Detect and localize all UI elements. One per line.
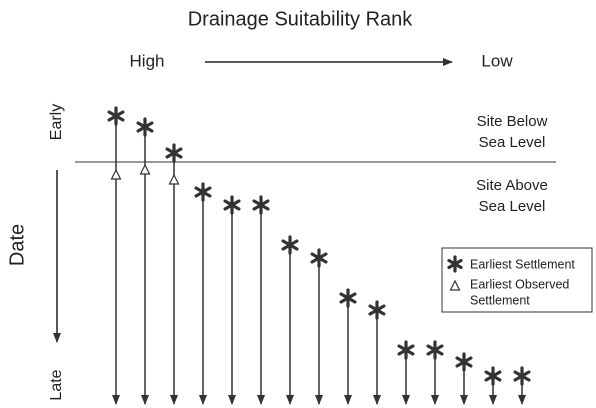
settlement-star bbox=[136, 117, 154, 137]
settlement-star bbox=[107, 106, 125, 126]
settlement-star bbox=[455, 352, 473, 372]
region-label: Sea Level bbox=[479, 134, 546, 151]
region-label: Sea Level bbox=[479, 198, 546, 215]
settlement-star bbox=[281, 235, 299, 255]
star-stroke bbox=[447, 258, 463, 270]
region-label: Site Below bbox=[477, 113, 548, 130]
title: Drainage Suitability Rank bbox=[188, 8, 414, 30]
observed-triangle bbox=[139, 163, 151, 175]
settlement-star bbox=[368, 300, 386, 320]
settlement-star bbox=[513, 366, 531, 386]
settlement-star bbox=[426, 340, 444, 360]
legend-label: Earliest Settlement bbox=[470, 257, 575, 271]
star-stroke bbox=[165, 147, 183, 159]
date-early: Early bbox=[48, 104, 65, 140]
observed-triangle bbox=[110, 168, 122, 180]
settlement-star bbox=[397, 340, 415, 360]
star-stroke bbox=[426, 344, 444, 356]
settlement-star bbox=[194, 182, 212, 202]
observed-triangle bbox=[449, 279, 461, 291]
settlement-star bbox=[223, 195, 241, 215]
settlement-star bbox=[339, 288, 357, 308]
star-stroke bbox=[368, 304, 386, 316]
star-stroke bbox=[455, 356, 473, 368]
settlement-star bbox=[165, 143, 183, 163]
star-stroke bbox=[194, 186, 212, 198]
date-late: Late bbox=[48, 369, 65, 400]
star-stroke bbox=[136, 121, 154, 133]
legend-box bbox=[441, 247, 593, 313]
settlement-star bbox=[252, 195, 270, 215]
star-stroke bbox=[107, 110, 125, 122]
legend-label: Earliest Observed bbox=[470, 277, 569, 291]
star-stroke bbox=[513, 370, 531, 382]
settlement-star bbox=[484, 366, 502, 386]
settlement-star bbox=[310, 248, 328, 268]
star-stroke bbox=[397, 344, 415, 356]
star-stroke bbox=[252, 199, 270, 211]
star-stroke bbox=[223, 199, 241, 211]
rank-low: Low bbox=[481, 51, 513, 70]
legend-label: Settlement bbox=[470, 293, 530, 307]
star-stroke bbox=[281, 239, 299, 251]
rank-high: High bbox=[130, 51, 165, 70]
star-stroke bbox=[310, 252, 328, 264]
region-label: Site Above bbox=[476, 177, 548, 194]
observed-triangle bbox=[168, 173, 180, 185]
settlement-star bbox=[447, 255, 463, 273]
star-stroke bbox=[484, 370, 502, 382]
axis-label: Date bbox=[6, 224, 28, 266]
star-stroke bbox=[339, 292, 357, 304]
